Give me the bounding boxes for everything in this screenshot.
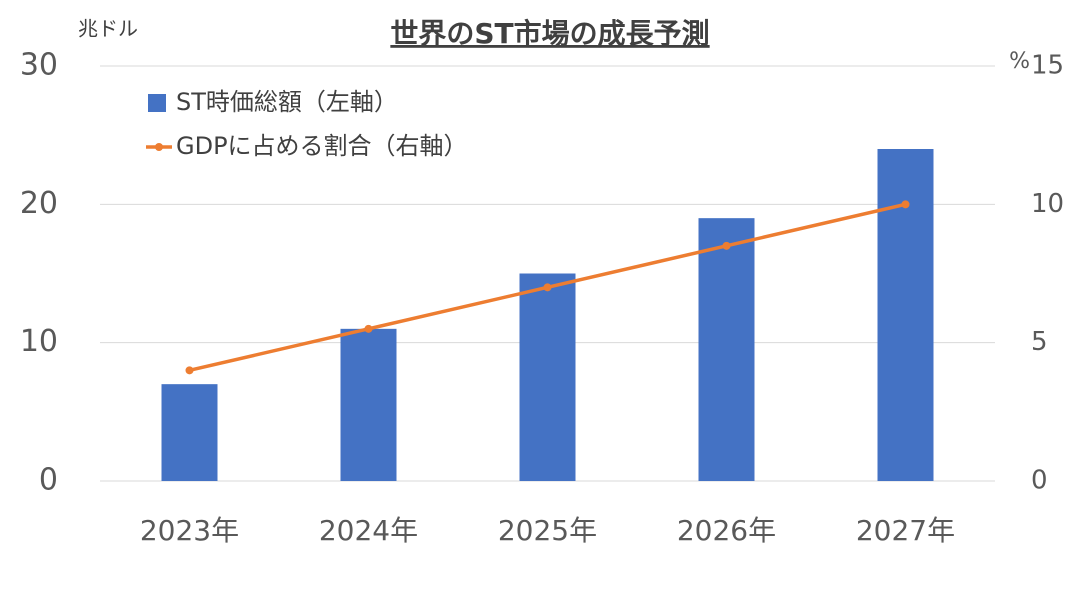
line-marker <box>901 200 910 209</box>
line-marker <box>185 366 194 375</box>
bar <box>519 273 576 481</box>
y-tick-label: 10 <box>20 324 58 359</box>
x-tick-label: 2027年 <box>856 514 955 547</box>
y-tick-label: 30 <box>20 48 58 83</box>
legend-label: ST時価総額（左軸） <box>176 88 398 116</box>
legend-swatch <box>148 94 166 112</box>
bar <box>161 384 218 481</box>
line-marker <box>543 283 552 292</box>
bar <box>340 328 397 481</box>
line-marker <box>722 241 731 250</box>
legend-label: GDPに占める割合（右軸） <box>176 132 468 160</box>
y-axis-label: 兆ドル <box>78 17 138 41</box>
y2-tick-label: 0 <box>1031 466 1048 496</box>
bar <box>698 218 755 481</box>
y-tick-label: 0 <box>39 463 58 498</box>
x-tick-label: 2024年 <box>319 514 418 547</box>
y2-tick-label: 5 <box>1031 327 1048 357</box>
chart-title: 世界のST市場の成長予測 <box>390 17 709 50</box>
y2-tick-label: 15 <box>1031 51 1064 81</box>
bar <box>877 149 934 481</box>
x-tick-label: 2023年 <box>140 514 239 547</box>
legend-swatch <box>155 143 163 151</box>
x-tick-label: 2026年 <box>677 514 776 547</box>
y2-tick-label: 10 <box>1031 189 1064 219</box>
y2-axis-label: % <box>1009 49 1030 74</box>
x-tick-label: 2025年 <box>498 514 597 547</box>
line-marker <box>364 324 373 333</box>
y-tick-label: 20 <box>20 186 58 221</box>
